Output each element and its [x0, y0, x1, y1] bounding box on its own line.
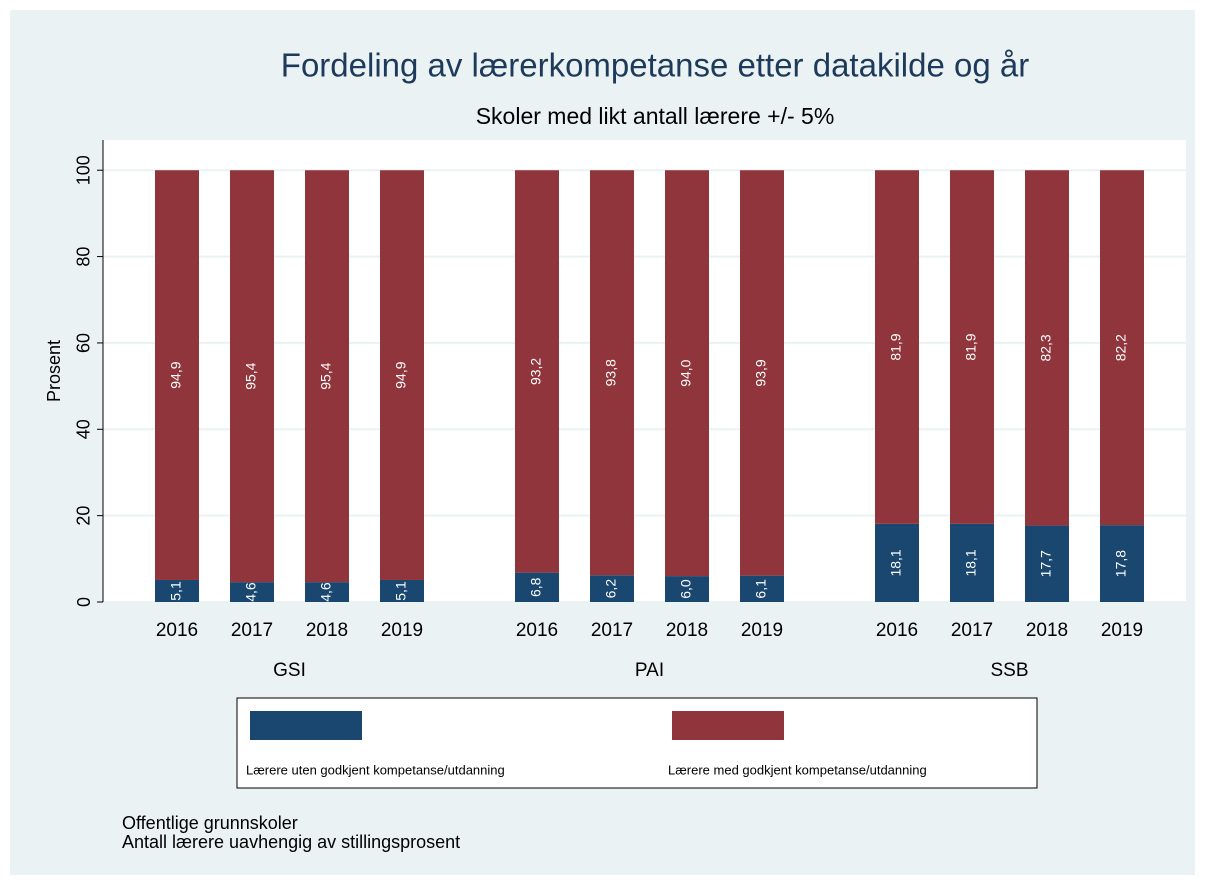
value-label: 6,0 [678, 579, 694, 599]
y-tick-label: 100 [74, 155, 94, 185]
value-label: 5,1 [168, 581, 184, 601]
value-label: 6,1 [753, 579, 769, 599]
x-tick-label: 2017 [231, 620, 273, 641]
bar-segment [1100, 525, 1144, 602]
bar-segment [305, 170, 349, 583]
bar-segment [380, 579, 424, 602]
plot-area [103, 140, 1186, 602]
value-label: 18,1 [963, 549, 979, 576]
bar-segment [1100, 170, 1144, 526]
value-label: 81,9 [888, 333, 904, 360]
x-tick-label: 2019 [741, 620, 783, 641]
x-tick-label: 2017 [591, 620, 633, 641]
bar-segment [740, 575, 784, 602]
x-tick-label: 2016 [156, 620, 198, 641]
value-label: 17,7 [1038, 550, 1054, 577]
legend-swatch [672, 711, 784, 740]
y-tick-label: 40 [74, 419, 94, 439]
bar-segment [155, 579, 199, 602]
group-label: PAI [635, 660, 664, 681]
bar-segment [305, 582, 349, 602]
x-tick-label: 2016 [876, 620, 918, 641]
value-label: 95,4 [318, 362, 334, 389]
value-label: 94,9 [393, 361, 409, 388]
chart-title: Fordeling av lærerkompetanse etter datak… [281, 47, 1029, 84]
value-label: 93,8 [603, 359, 619, 386]
value-label: 18,1 [888, 549, 904, 576]
bar-segment [665, 576, 709, 602]
x-tick-label: 2016 [516, 620, 558, 641]
value-label: 6,2 [603, 579, 619, 599]
bar-segment [740, 170, 784, 576]
chart-subtitle: Skoler med likt antall lærere +/- 5% [476, 103, 835, 129]
group-label: SSB [990, 660, 1028, 681]
bar-segment [665, 170, 709, 577]
x-tick-label: 2018 [666, 620, 708, 641]
y-tick-label: 20 [74, 506, 94, 526]
x-tick-label: 2018 [1026, 620, 1068, 641]
note: Offentlige grunnskoler [122, 813, 298, 833]
group-label: GSI [273, 660, 306, 681]
bar-segment [590, 575, 634, 602]
value-label: 4,6 [318, 582, 334, 602]
x-tick-label: 2018 [306, 620, 348, 641]
x-tick-label: 2017 [951, 620, 993, 641]
bar-segment [875, 170, 919, 524]
bar-segment [950, 170, 994, 524]
bar-segment [950, 523, 994, 602]
bar-segment [515, 572, 559, 602]
bar-segment [155, 170, 199, 580]
value-label: 82,2 [1113, 334, 1129, 361]
y-tick-label: 60 [74, 333, 94, 353]
value-label: 93,2 [528, 358, 544, 385]
value-label: 94,0 [678, 359, 694, 386]
bar-segment [380, 170, 424, 580]
bar-segment [875, 523, 919, 602]
bar-segment [230, 170, 274, 583]
value-label: 93,9 [753, 359, 769, 386]
value-label: 4,6 [243, 582, 259, 602]
bar-segment [1025, 170, 1069, 526]
y-axis-label: Prosent [44, 340, 64, 402]
legend-box [236, 697, 1038, 789]
y-tick-label: 80 [74, 247, 94, 267]
value-label: 5,1 [393, 581, 409, 601]
legend-label: Lærere med godkjent kompetanse/utdanning [668, 762, 927, 777]
value-label: 95,4 [243, 362, 259, 389]
legend-swatch [250, 711, 362, 740]
x-tick-label: 2019 [381, 620, 423, 641]
y-tick-label: 0 [74, 597, 94, 607]
value-label: 6,8 [528, 577, 544, 597]
bar-segment [590, 170, 634, 576]
bar-segment [515, 170, 559, 573]
value-label: 17,8 [1113, 550, 1129, 577]
x-tick-label: 2019 [1101, 620, 1143, 641]
value-label: 94,9 [168, 361, 184, 388]
bar-segment [230, 582, 274, 602]
legend-label: Lærere uten godkjent kompetanse/utdannin… [246, 762, 505, 777]
value-label: 81,9 [963, 333, 979, 360]
value-label: 82,3 [1038, 334, 1054, 361]
note: Antall lærere uavhengig av stillingspros… [122, 832, 460, 852]
bar-segment [1025, 525, 1069, 602]
